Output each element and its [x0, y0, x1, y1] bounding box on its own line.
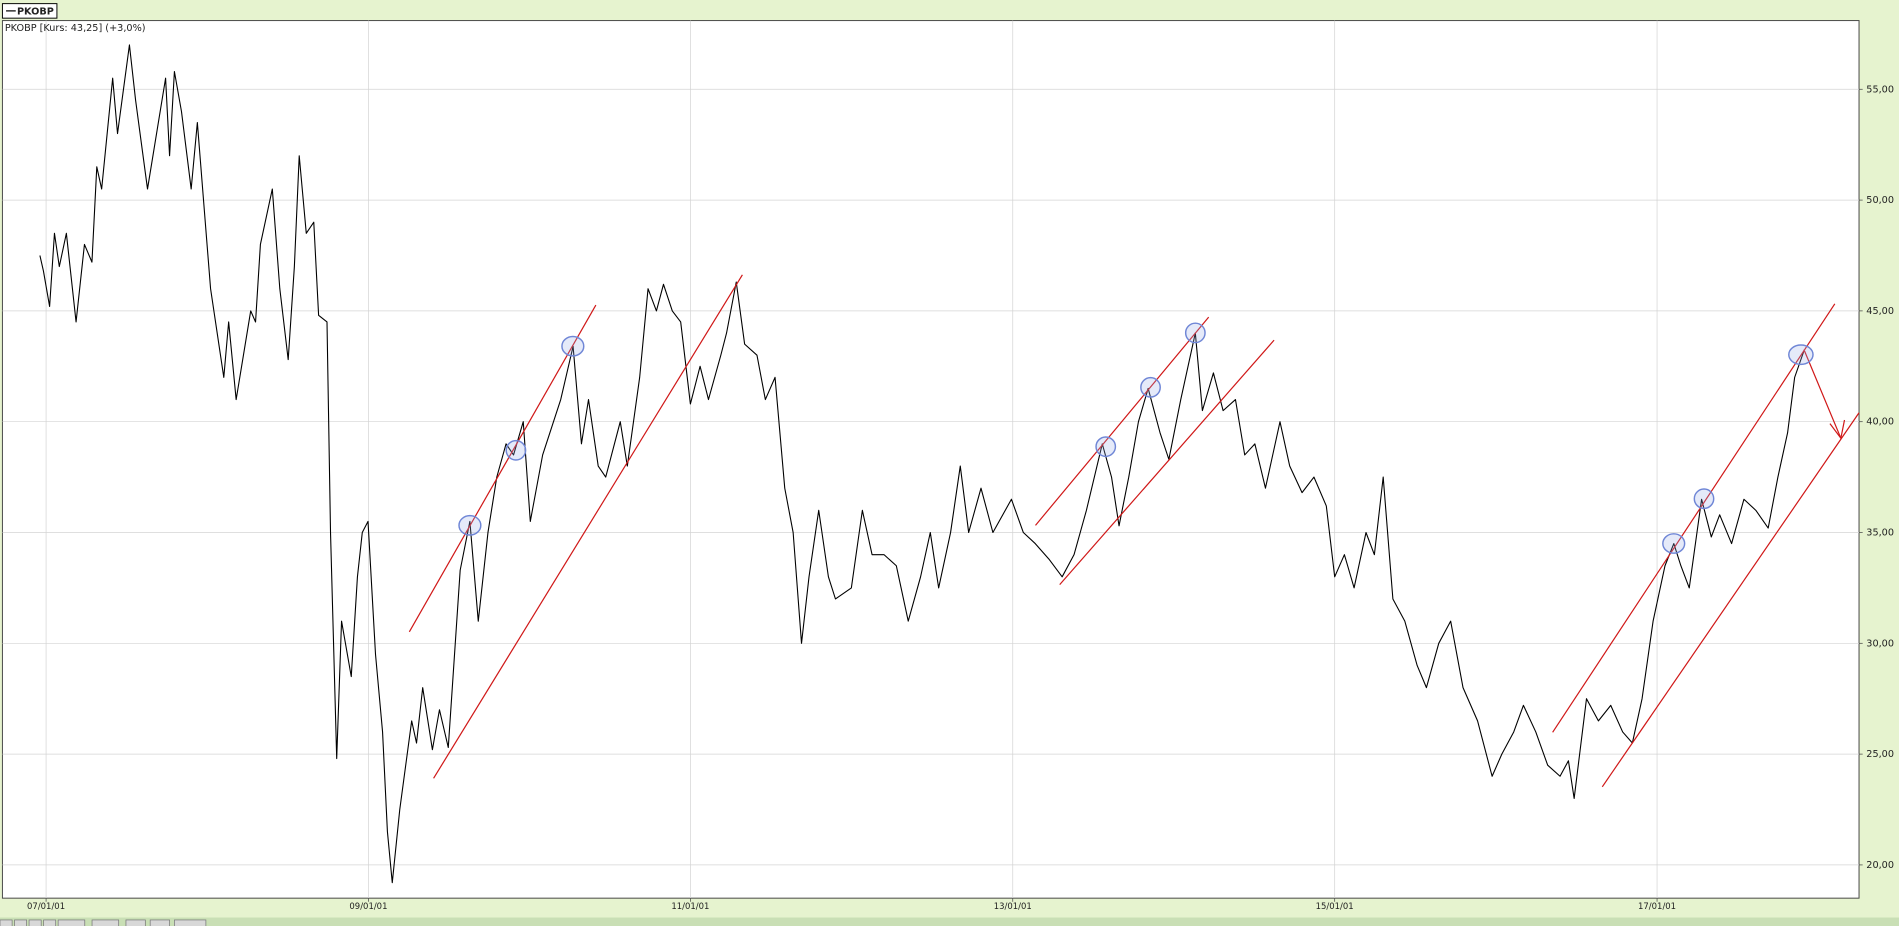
series	[39, 44, 1805, 884]
y-tick-label: 50,00	[1866, 195, 1894, 206]
tool-button[interactable]	[43, 919, 57, 926]
tool-button[interactable]	[28, 919, 42, 926]
tool-button[interactable]	[125, 919, 146, 926]
plot-area	[1, 20, 1860, 899]
tool-button[interactable]	[14, 919, 28, 926]
y-tick-label: 25,00	[1866, 749, 1894, 760]
highlight	[1184, 322, 1206, 344]
tool-button[interactable]	[0, 919, 13, 926]
tool-button[interactable]	[57, 919, 86, 926]
toolbar	[0, 917, 1899, 926]
tool-button[interactable]	[149, 919, 170, 926]
legend-box	[1, 3, 58, 19]
annotations	[408, 274, 1860, 788]
y-tick-label: 20,00	[1866, 860, 1894, 871]
y-tick-label: 45,00	[1866, 306, 1894, 317]
channel-line	[408, 304, 597, 633]
tool-button[interactable]	[91, 919, 120, 926]
arrow	[1803, 350, 1842, 439]
highlight	[1140, 376, 1161, 398]
chart-title: PKOBP [Kurs: 43,25] (+3,0%)	[5, 23, 146, 34]
x-tick-label: 07/01/01	[27, 901, 65, 911]
price-line	[39, 44, 1805, 884]
x-tick-label: 09/01/01	[349, 901, 387, 911]
y-tick-label: 35,00	[1866, 528, 1894, 539]
highlight	[1788, 344, 1814, 366]
channel-line	[1552, 303, 1836, 733]
channel-line	[1059, 339, 1275, 586]
grid	[2, 20, 1863, 902]
x-tick-label: 13/01/01	[994, 901, 1032, 911]
x-tick-label: 11/01/01	[671, 901, 709, 911]
toolbar-bg	[0, 917, 1899, 926]
highlight	[1095, 436, 1117, 458]
highlight	[561, 335, 585, 357]
tool-button[interactable]	[174, 919, 207, 926]
arrow-head	[1829, 419, 1846, 440]
y-tick-label: 55,00	[1866, 84, 1894, 95]
highlight	[1662, 533, 1686, 554]
channel-line	[1035, 316, 1210, 526]
highlight	[1693, 488, 1715, 510]
channel-line	[433, 274, 743, 779]
y-tick-label: 40,00	[1866, 417, 1894, 428]
highlight	[458, 514, 482, 536]
x-tick-label: 17/01/01	[1638, 901, 1676, 911]
legend-label: PKOBP	[17, 7, 54, 18]
y-tick-label: 30,00	[1866, 638, 1894, 649]
channel-line	[1601, 412, 1860, 788]
x-tick-label: 15/01/01	[1316, 901, 1354, 911]
highlight	[505, 439, 527, 461]
